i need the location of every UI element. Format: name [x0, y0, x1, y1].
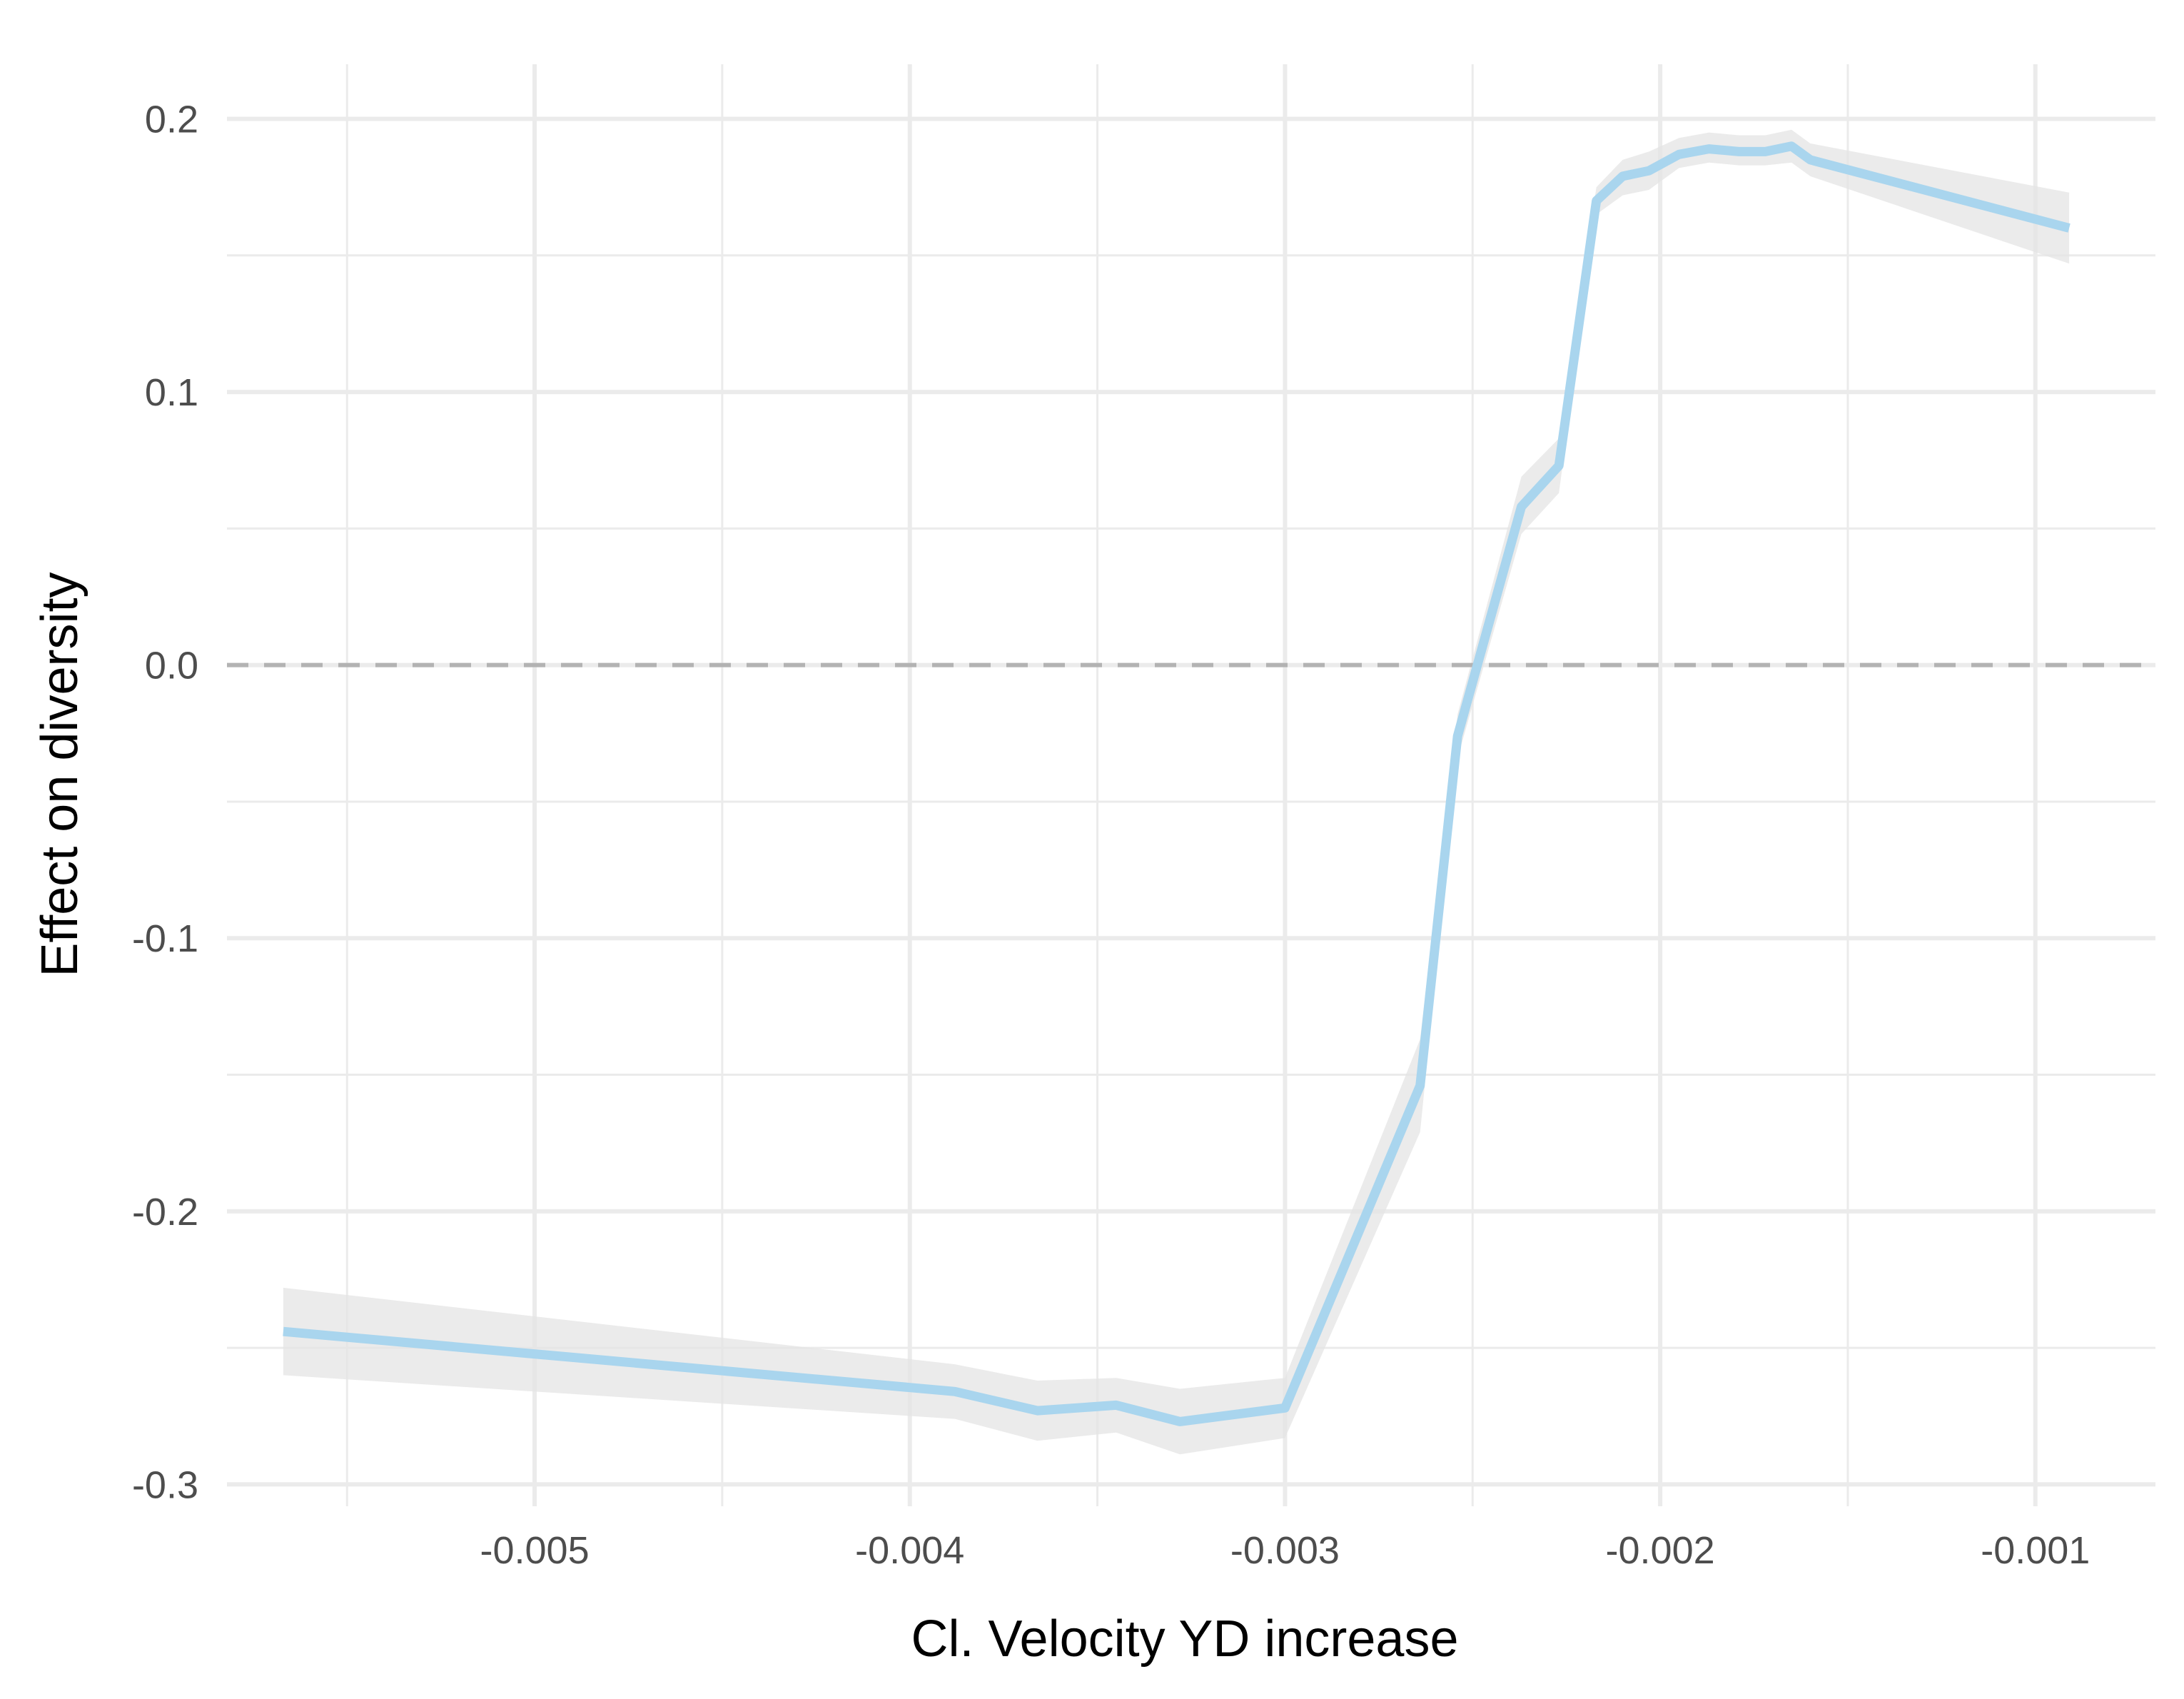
- x-axis-title: Cl. Velocity YD increase: [911, 1610, 1458, 1668]
- grid-layer: [227, 64, 2155, 1506]
- x-tick-label: -0.004: [855, 1529, 964, 1572]
- confidence-ribbon: [283, 129, 2070, 1455]
- tick-label-layer: 0.2 0.1 0.0 -0.1 -0.2 -0.3 -0.005 -0.004 -0.003 -…: [132, 99, 2090, 1572]
- x-tick-label: -0.002: [1606, 1529, 1715, 1572]
- y-tick-label: 0.2: [145, 99, 198, 141]
- x-tick-label: -0.001: [1981, 1529, 2090, 1572]
- y-tick-label: 0.0: [145, 645, 198, 687]
- y-tick-label: 0.1: [145, 371, 198, 414]
- ribbon-layer: [283, 129, 2070, 1455]
- x-tick-label: -0.003: [1230, 1529, 1340, 1572]
- line-layer: [283, 141, 2071, 1426]
- y-tick-label: -0.3: [132, 1463, 198, 1506]
- y-tick-label: -0.1: [132, 917, 198, 960]
- effect-line: [283, 141, 2071, 1426]
- x-tick-label: -0.005: [480, 1529, 589, 1572]
- y-axis-title: Effect on diversity: [31, 573, 89, 977]
- y-tick-label: -0.2: [132, 1191, 198, 1234]
